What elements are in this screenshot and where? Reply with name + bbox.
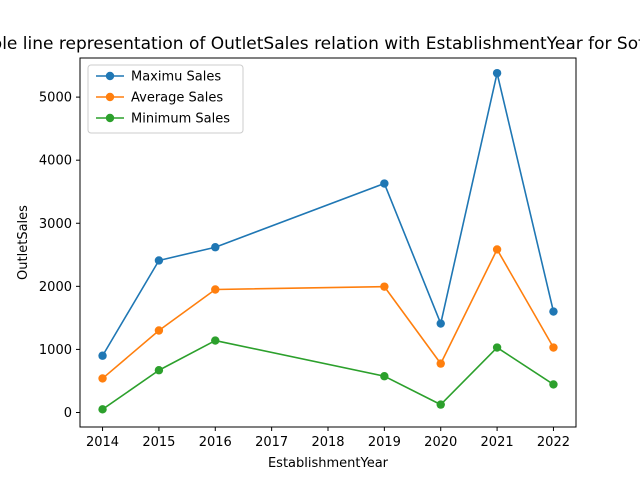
x-tick-label: 2017 xyxy=(255,435,288,450)
legend-item: Average Sales xyxy=(96,91,223,106)
data-point xyxy=(436,400,445,409)
legend-box xyxy=(87,64,244,134)
x-tick-label: 2015 xyxy=(142,435,175,450)
legend-label: Minimum Sales xyxy=(131,112,230,127)
data-point xyxy=(380,372,389,381)
y-tick-label: 5000 xyxy=(39,91,72,106)
legend-item: Minimum Sales xyxy=(96,112,230,127)
legend-marker xyxy=(105,113,115,123)
y-tick-label: 2000 xyxy=(39,280,72,295)
data-point xyxy=(154,366,164,375)
data-point xyxy=(492,245,502,254)
data-point xyxy=(492,68,502,78)
y-axis-label: OutletSales xyxy=(16,205,31,280)
data-point xyxy=(98,374,107,383)
data-point xyxy=(380,179,389,188)
data-point xyxy=(549,343,558,352)
data-point xyxy=(98,405,107,414)
x-tick-label: 2021 xyxy=(481,435,514,450)
y-tick-label: 0 xyxy=(64,406,72,421)
x-axis: 2014 2015 2016 2017 2018 2019 2020 2021 2022 xyxy=(86,427,570,450)
legend-item: Maximu Sales xyxy=(96,70,221,85)
y-tick-label: 4000 xyxy=(39,154,72,169)
data-point xyxy=(154,256,164,265)
data-point xyxy=(436,359,445,368)
data-point xyxy=(436,319,445,328)
data-point xyxy=(154,326,164,335)
x-tick-label: 2016 xyxy=(199,435,232,450)
legend-marker xyxy=(105,71,115,81)
chart-title: Multiple line representation of OutletSa… xyxy=(0,34,640,54)
y-tick-label: 1000 xyxy=(39,343,72,358)
series-layer xyxy=(98,68,558,414)
data-point xyxy=(492,343,502,352)
data-point xyxy=(211,336,220,345)
legend-label: Maximu Sales xyxy=(131,70,221,85)
x-tick-label: 2018 xyxy=(311,435,344,450)
series-line xyxy=(102,339,554,410)
series-2 xyxy=(98,245,558,383)
y-tick-label: 3000 xyxy=(39,217,72,232)
data-point xyxy=(98,351,107,360)
data-point xyxy=(380,282,389,291)
data-point xyxy=(211,285,220,294)
x-axis-label: EstablishmentYear xyxy=(268,456,389,471)
x-tick-label: 2022 xyxy=(537,435,570,450)
data-point xyxy=(549,380,558,389)
data-point xyxy=(211,243,220,252)
legend-label: Average Sales xyxy=(131,91,223,106)
legend: Maximu Sales Average Sales Minimum Sales xyxy=(87,64,244,134)
y-axis: 0 1000 2000 3000 4000 5000 xyxy=(39,91,80,421)
x-tick-label: 2014 xyxy=(86,435,119,450)
x-tick-label: 2019 xyxy=(368,435,401,450)
series-1 xyxy=(98,68,558,360)
data-point xyxy=(549,307,558,316)
legend-marker xyxy=(105,92,115,102)
series-3 xyxy=(98,336,558,414)
x-tick-label: 2020 xyxy=(424,435,457,450)
